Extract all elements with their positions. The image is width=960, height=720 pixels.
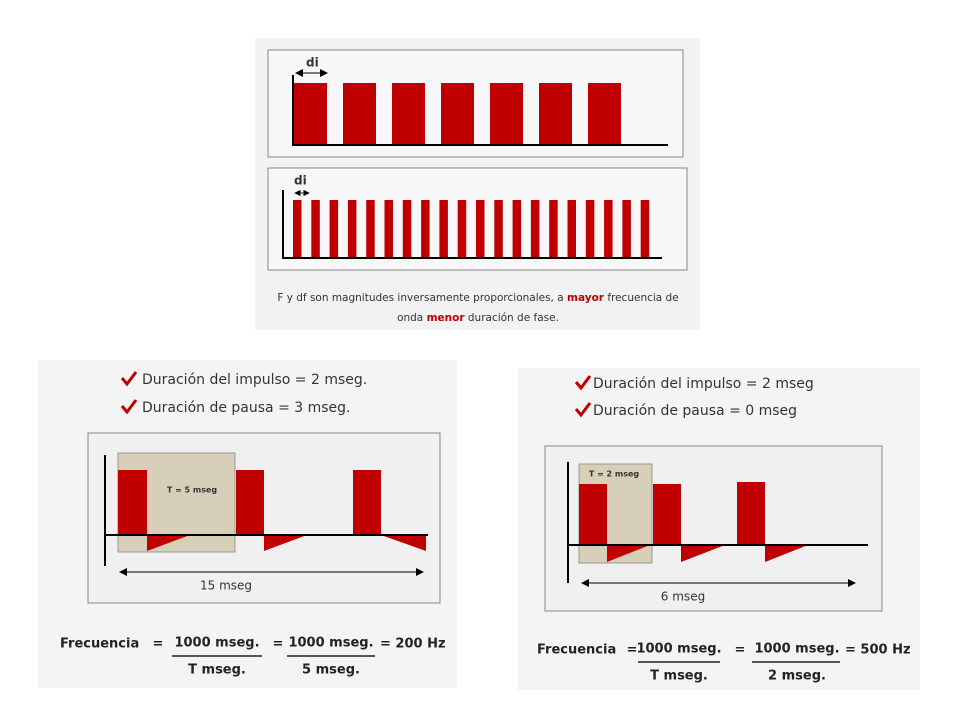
pulse — [343, 83, 376, 145]
pulse — [622, 200, 631, 258]
caption: F y df son magnitudes inversamente propo… — [277, 292, 678, 304]
formula: T mseg. — [650, 669, 708, 684]
pulse — [585, 200, 595, 258]
pulse — [293, 200, 302, 258]
pulses — [118, 470, 426, 551]
pulse — [311, 200, 320, 258]
pulse — [512, 200, 522, 258]
check-text: Duración de pausa = 0 mseg — [593, 403, 797, 419]
pulse — [567, 200, 576, 258]
pulse — [441, 83, 474, 145]
formula: = — [735, 643, 746, 658]
label: di — [306, 56, 319, 70]
pulse — [329, 200, 339, 258]
check-text: Duración del impulso = 2 mseg — [593, 376, 814, 392]
pulse-train — [294, 83, 621, 145]
pulse — [490, 83, 523, 145]
pulse — [457, 200, 467, 258]
pulse — [549, 200, 558, 258]
pulse-train — [293, 200, 650, 258]
pulse — [476, 200, 485, 258]
pulse — [421, 200, 430, 258]
formula: 1000 mseg. — [636, 642, 721, 657]
pulse — [384, 200, 393, 258]
left-panel: Duración del impulso = 2 mseg. Duración … — [38, 360, 457, 688]
pulse — [347, 200, 357, 258]
formula: Frecuencia — [537, 643, 616, 658]
check-text: Duración de pausa = 3 mseg. — [142, 400, 351, 416]
label: 15 mseg — [200, 579, 252, 593]
formula: 2 mseg. — [768, 669, 826, 684]
pulse — [294, 83, 327, 145]
formula: 5 mseg. — [302, 663, 360, 678]
pulses — [579, 482, 808, 562]
check — [574, 402, 592, 418]
formula: = — [627, 643, 638, 658]
pulse — [604, 200, 613, 258]
formula: 1000 mseg. — [174, 636, 259, 651]
formula: 1000 mseg. — [754, 642, 839, 657]
caption: onda menor duración de fase. — [397, 312, 559, 324]
pulse — [402, 200, 412, 258]
label: T = 5 mseg — [167, 486, 218, 495]
check-text: Duración del impulso = 2 mseg. — [142, 372, 367, 388]
top-panel: di di F y df son magnitudes inversamente… — [255, 38, 700, 330]
check — [120, 399, 138, 415]
pulse — [640, 200, 650, 258]
label: di — [294, 174, 307, 188]
formula: T mseg. — [188, 663, 246, 678]
pulse — [439, 200, 448, 258]
label: T = 2 mseg — [589, 470, 640, 479]
formula: = 200 Hz — [380, 637, 446, 652]
check — [574, 375, 592, 391]
pulse — [539, 83, 572, 145]
pulse — [392, 83, 425, 145]
pulse — [530, 200, 540, 258]
formula: = — [153, 637, 164, 652]
pulse — [494, 200, 503, 258]
right-panel: Duración del impulso = 2 mseg Duración d… — [518, 368, 920, 690]
formula: = 500 Hz — [845, 643, 911, 658]
formula: = — [273, 637, 284, 652]
label: 6 mseg — [661, 590, 705, 604]
formula: Frecuencia — [60, 637, 139, 652]
pulse — [366, 200, 375, 258]
check — [120, 371, 138, 387]
pulse — [588, 83, 621, 145]
formula: 1000 mseg. — [288, 636, 373, 651]
